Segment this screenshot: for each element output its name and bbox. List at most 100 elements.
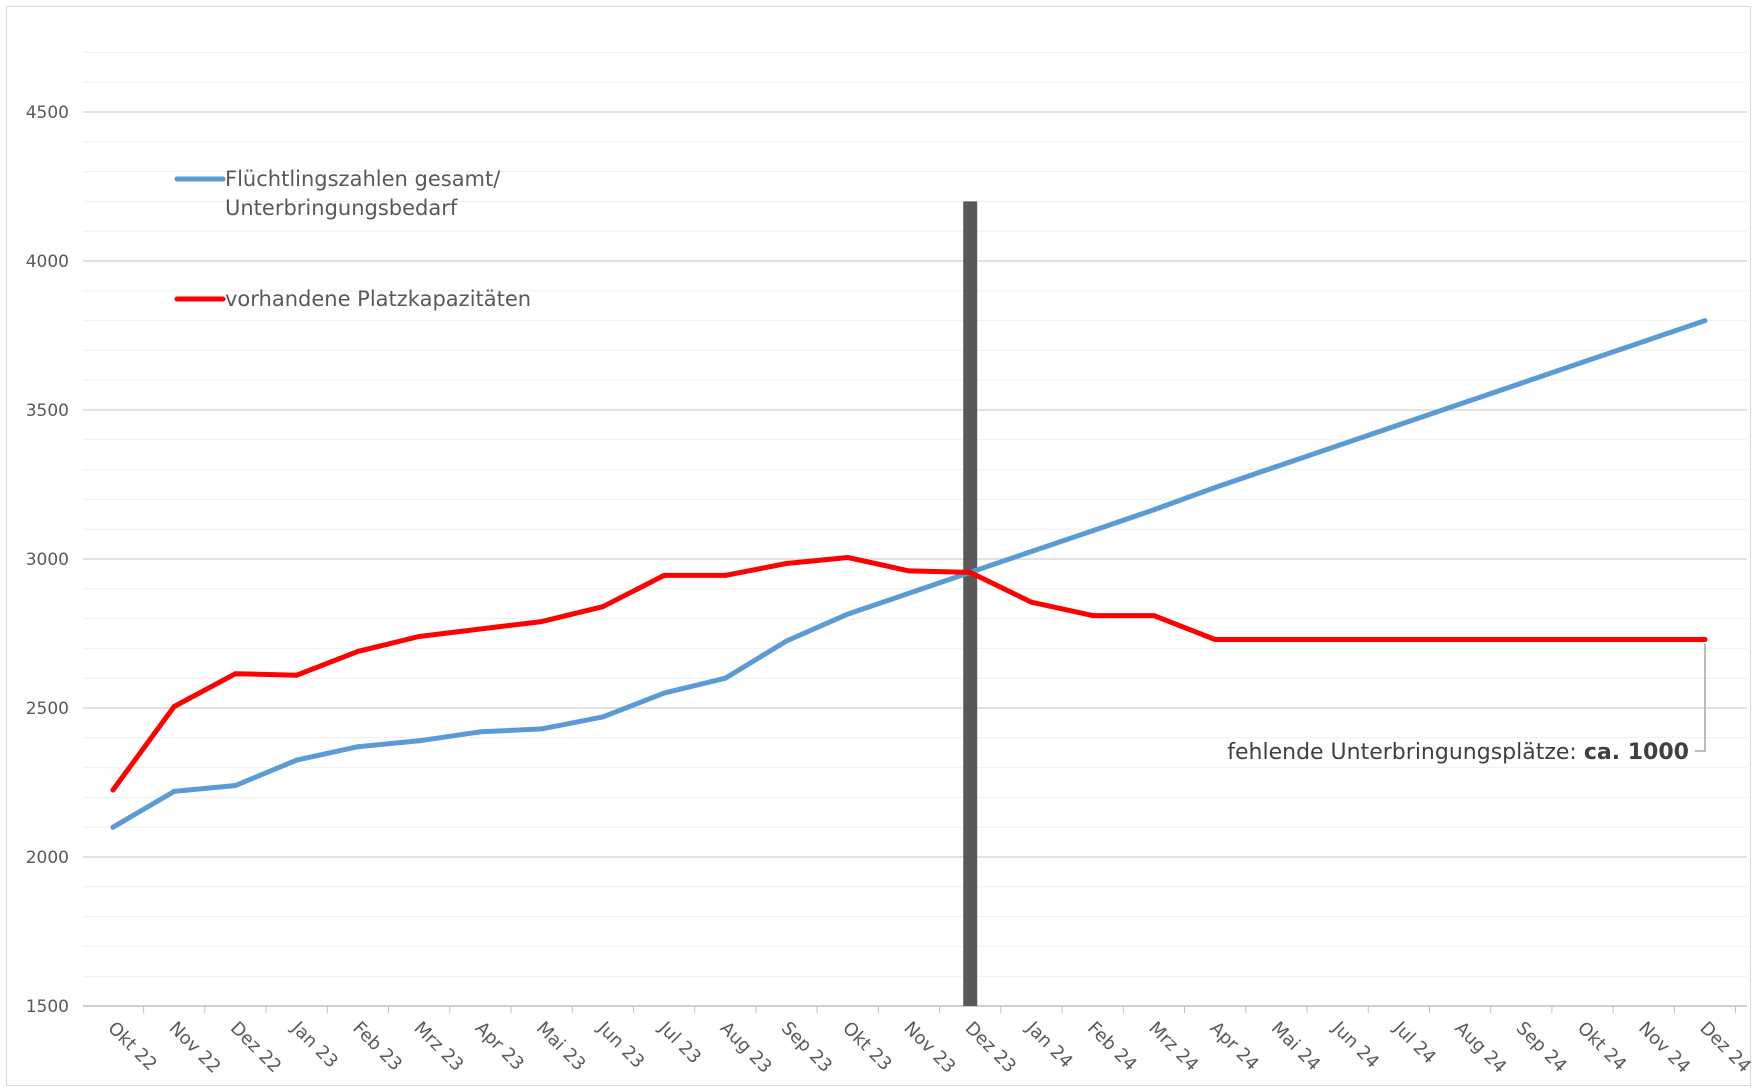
series-2-point (967, 569, 973, 575)
series-1-point (1090, 528, 1096, 534)
y-axis: 1500 2000 2500 3000 3500 4000 4500 (26, 103, 69, 1017)
series-2-point (1151, 613, 1157, 619)
series-1-point (232, 782, 238, 788)
x-tick-label: Aug 23 (716, 1018, 776, 1078)
series-1-point (1273, 464, 1279, 470)
series-2-point (722, 572, 728, 578)
series-2-point (784, 560, 790, 566)
legend: Flüchtlingszahlen gesamt/Unterbringungsb… (174, 167, 531, 311)
x-tick-label: Jun 23 (593, 1017, 649, 1073)
series-1-point (1396, 422, 1402, 428)
series-2-point (1396, 636, 1402, 642)
series-2-point (1212, 636, 1218, 642)
y-tick-label: 3000 (26, 550, 69, 570)
series-2-point (1273, 636, 1279, 642)
x-tick-label: Jun 24 (1327, 1017, 1383, 1073)
series-2-point (906, 568, 912, 574)
line-chart: Okt 22 Nov 22 Dez 22 Jan 23 Feb 23 Mrz 23 Apr … (26, 51, 1752, 1078)
x-tick-label: Dez 22 (226, 1018, 285, 1077)
series-2-point (1702, 636, 1708, 642)
x-tick-label: Mrz 23 (410, 1018, 468, 1076)
x-tick-label: Dez 23 (961, 1018, 1020, 1077)
series-2-point (1518, 636, 1524, 642)
x-tick-label: Feb 23 (348, 1018, 406, 1076)
vertical-marker-layer (963, 201, 978, 1006)
series-2-point (1090, 613, 1096, 619)
x-tick-label: Sep 24 (1512, 1018, 1571, 1077)
series-1-point (722, 675, 728, 681)
legend-label-1: Unterbringungsbedarf (225, 196, 458, 220)
series-1-point (1580, 359, 1586, 365)
series-2-point (355, 648, 361, 654)
legend-label-2: vorhandene Platzkapazitäten (225, 287, 531, 311)
x-tick-label: Apr 24 (1206, 1018, 1263, 1075)
series-1-point (171, 788, 177, 794)
x-tick-label: Apr 23 (471, 1018, 528, 1075)
series-2-point (1641, 636, 1647, 642)
x-tick-label: Jul 24 (1389, 1017, 1440, 1068)
series-1-point (416, 738, 422, 744)
y-tick-label: 1500 (26, 997, 69, 1017)
x-tick-label: Okt 22 (103, 1018, 160, 1075)
annotation-value: ca. 1000 (1584, 740, 1689, 765)
series-1-point (477, 729, 483, 735)
series-1-point (110, 824, 116, 830)
series-1-point (1028, 549, 1034, 555)
series-2-point (1335, 636, 1341, 642)
x-tick-label: Sep 23 (777, 1018, 836, 1077)
series-2-point (1028, 599, 1034, 605)
series-1-point (784, 638, 790, 644)
series-2-point (232, 671, 238, 677)
series-1-point (1335, 443, 1341, 449)
y-tick-label: 4500 (26, 103, 69, 123)
x-tick-label: Dez 24 (1695, 1018, 1752, 1077)
annotation-text: fehlende Unterbringungsplätze: (1227, 740, 1584, 765)
y-tick-label: 2000 (26, 848, 69, 868)
series-1-point (1151, 507, 1157, 513)
annotation-leader-line (1694, 643, 1706, 752)
y-tick-label: 2500 (26, 699, 69, 719)
series-1-point (355, 744, 361, 750)
series-2-point (1457, 636, 1463, 642)
x-tick-label: Feb 24 (1083, 1018, 1141, 1076)
y-tick-label: 3500 (26, 401, 69, 421)
series-2-point (110, 787, 116, 793)
series-2-point (845, 555, 851, 561)
x-tick-label: Jan 24 (1021, 1017, 1076, 1072)
series-2-point (294, 672, 300, 678)
x-tick-label: Mai 24 (1267, 1018, 1324, 1075)
series-1-point (1212, 484, 1218, 490)
series-2-point (600, 604, 606, 610)
annotation-label: fehlende Unterbringungsplätze: ca. 1000 (1227, 740, 1689, 765)
legend-label-1: Flüchtlingszahlen gesamt/ (225, 167, 501, 191)
x-tick-label: Okt 23 (838, 1018, 895, 1075)
series-layer (110, 318, 1708, 830)
x-tick-label: Mrz 24 (1144, 1018, 1202, 1076)
vertical-marker-bar (963, 201, 978, 1006)
annotation-layer: fehlende Unterbringungsplätze: ca. 1000 (1227, 643, 1706, 765)
series-1-point (845, 611, 851, 617)
series-2-point (1580, 636, 1586, 642)
series-2-point (416, 633, 422, 639)
series-1-point (661, 690, 667, 696)
series-1-point (539, 726, 545, 732)
series-1-point (600, 714, 606, 720)
x-tick-label: Nov 24 (1634, 1018, 1694, 1078)
x-tick-label: Aug 24 (1451, 1018, 1511, 1078)
series-2-point (539, 619, 545, 625)
x-tick-label: Jul 23 (654, 1017, 705, 1068)
series-1-point (1518, 380, 1524, 386)
series-1-point (1641, 338, 1647, 344)
x-axis: Okt 22 Nov 22 Dez 22 Jan 23 Feb 23 Mrz 23 Apr … (83, 1005, 1752, 1078)
x-tick-label: Mai 23 (532, 1018, 589, 1075)
x-tick-label: Jan 23 (286, 1017, 341, 1072)
series-1-point (294, 757, 300, 763)
series-2-point (661, 572, 667, 578)
y-tick-label: 4000 (26, 252, 69, 272)
x-tick-label: Nov 22 (165, 1018, 225, 1078)
series-2-point (171, 704, 177, 710)
series-1-point (1702, 318, 1708, 324)
series-1-point (1457, 401, 1463, 407)
x-tick-label: Okt 24 (1573, 1018, 1630, 1075)
series-2-point (477, 626, 483, 632)
